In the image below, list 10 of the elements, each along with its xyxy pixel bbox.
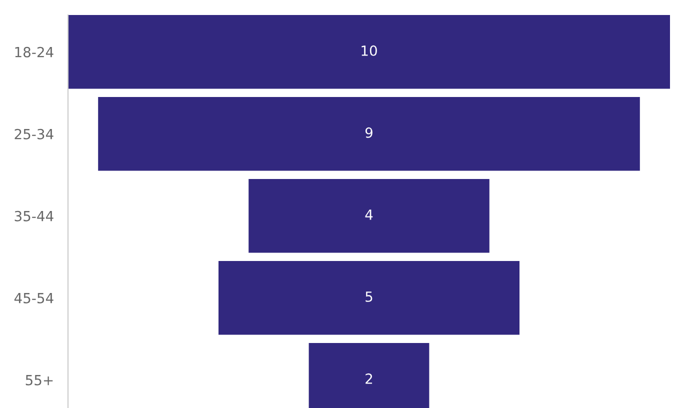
data-label: 9 bbox=[365, 127, 372, 138]
data-label: 2 bbox=[366, 373, 372, 384]
category-label: 45-54 bbox=[14, 293, 54, 304]
category-label: 18-24 bbox=[15, 46, 54, 58]
data-label: 10 bbox=[362, 45, 377, 56]
data-label: 4 bbox=[365, 210, 373, 220]
data-label: 5 bbox=[366, 292, 372, 302]
category-label: 55+ bbox=[26, 375, 53, 386]
category-label: 35-44 bbox=[14, 210, 54, 222]
category-label: 25-34 bbox=[14, 128, 54, 140]
